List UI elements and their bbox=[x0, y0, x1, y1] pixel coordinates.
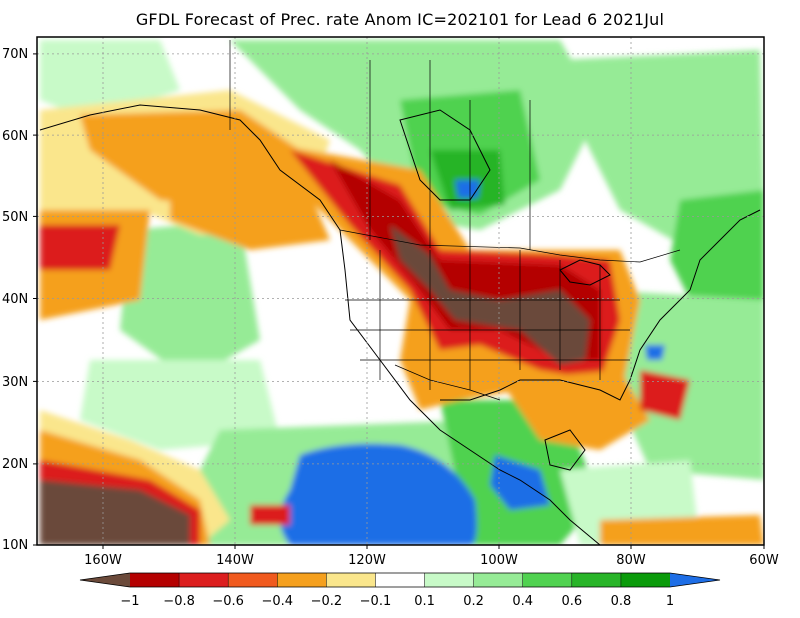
lon-label: 160W bbox=[84, 553, 122, 568]
colorbar-tick-label: 0.2 bbox=[463, 594, 484, 609]
colorbar-segment bbox=[522, 573, 572, 587]
longitude-labels: 160W 140W 120W 100W 80W 60W bbox=[84, 553, 779, 568]
us-mexico-border bbox=[394, 364, 501, 401]
yucatan bbox=[544, 429, 586, 471]
colorbar-segment bbox=[620, 573, 670, 587]
lon-label: 100W bbox=[480, 553, 518, 568]
lat-label: 50N bbox=[2, 210, 28, 225]
colorbar-tick-label: 1 bbox=[666, 594, 674, 609]
colorbar-arrow-min bbox=[80, 573, 130, 587]
gulf-coast bbox=[440, 209, 761, 401]
colorbar: −1 −0.8 −0.6 −0.4 −0.2 −0.1 0.1 0.2 0.4 0.6 0.8 1 bbox=[79, 572, 721, 609]
latitude-labels: 70N 60N 50N 40N 30N 20N 10N bbox=[2, 47, 28, 553]
colorbar-segment bbox=[375, 573, 425, 587]
colorbar-tick-label: −0.1 bbox=[360, 594, 392, 609]
colorbar-segment bbox=[130, 573, 180, 587]
north-america-coast bbox=[39, 104, 601, 545]
map-frame bbox=[36, 36, 765, 546]
precip-anomaly-field bbox=[37, 37, 764, 545]
political-borders bbox=[229, 40, 681, 401]
dry-region-southern bbox=[600, 515, 764, 545]
dry-region-ne-pacific bbox=[170, 170, 330, 250]
colorbar-tick-label: −1 bbox=[120, 594, 139, 609]
map-title: GFDL Forecast of Prec. rate Anom IC=2021… bbox=[135, 10, 665, 29]
colorbar-tick-label: −0.4 bbox=[261, 594, 293, 609]
colorbar-tick-label: −0.8 bbox=[163, 594, 195, 609]
lon-label: 60W bbox=[749, 553, 779, 568]
lat-label: 20N bbox=[2, 457, 28, 472]
max-wet-hudson bbox=[455, 180, 480, 198]
lat-label: 40N bbox=[2, 292, 28, 307]
colorbar-tick-label: 0.1 bbox=[414, 594, 435, 609]
axis-ticks bbox=[33, 53, 765, 549]
colorbar-tick-label: 0.6 bbox=[561, 594, 582, 609]
coastlines bbox=[39, 104, 761, 545]
great-lakes bbox=[559, 259, 611, 286]
province-lines bbox=[369, 60, 531, 250]
colorbar-segment bbox=[179, 573, 229, 587]
colorbar-tick-label: −0.6 bbox=[212, 594, 244, 609]
colorbar-segment bbox=[571, 573, 621, 587]
lat-label: 70N bbox=[2, 47, 28, 62]
colorbar-arrow-max bbox=[670, 573, 720, 587]
max-wet-mexico bbox=[490, 455, 550, 510]
lon-label: 140W bbox=[216, 553, 254, 568]
colorbar-segment bbox=[277, 573, 327, 587]
colorbar-segment bbox=[326, 573, 376, 587]
state-lines bbox=[345, 250, 630, 390]
max-wet-pacific bbox=[280, 443, 477, 545]
colorbar-segment bbox=[473, 573, 523, 587]
colorbar-tick-label: 0.4 bbox=[512, 594, 533, 609]
us-canada-border bbox=[339, 229, 681, 263]
graticule bbox=[37, 37, 764, 545]
colorbar-segment bbox=[228, 573, 278, 587]
dry-region-west-pacific-core bbox=[40, 225, 120, 270]
colorbar-tick-label: 0.8 bbox=[611, 594, 632, 609]
dry-region-tropical-west-max bbox=[40, 480, 190, 545]
lon-label: 80W bbox=[616, 553, 646, 568]
colorbar-segment bbox=[424, 573, 474, 587]
colorbar-tick-label: −0.2 bbox=[311, 594, 343, 609]
dry-region-atlantic bbox=[640, 370, 690, 420]
colorbar-outline bbox=[79, 572, 721, 588]
dry-region-offshore bbox=[250, 505, 290, 525]
wet-region-central-pacific bbox=[80, 360, 280, 450]
dry-region-gulf bbox=[500, 370, 650, 450]
lat-label: 10N bbox=[2, 538, 28, 553]
max-wet-carolina bbox=[645, 345, 665, 360]
lat-label: 30N bbox=[2, 375, 28, 390]
wet-region-mid-pacific bbox=[120, 220, 260, 380]
lat-label: 60N bbox=[2, 129, 28, 144]
lon-label: 120W bbox=[348, 553, 386, 568]
wet-region-atlantic bbox=[670, 190, 764, 330]
